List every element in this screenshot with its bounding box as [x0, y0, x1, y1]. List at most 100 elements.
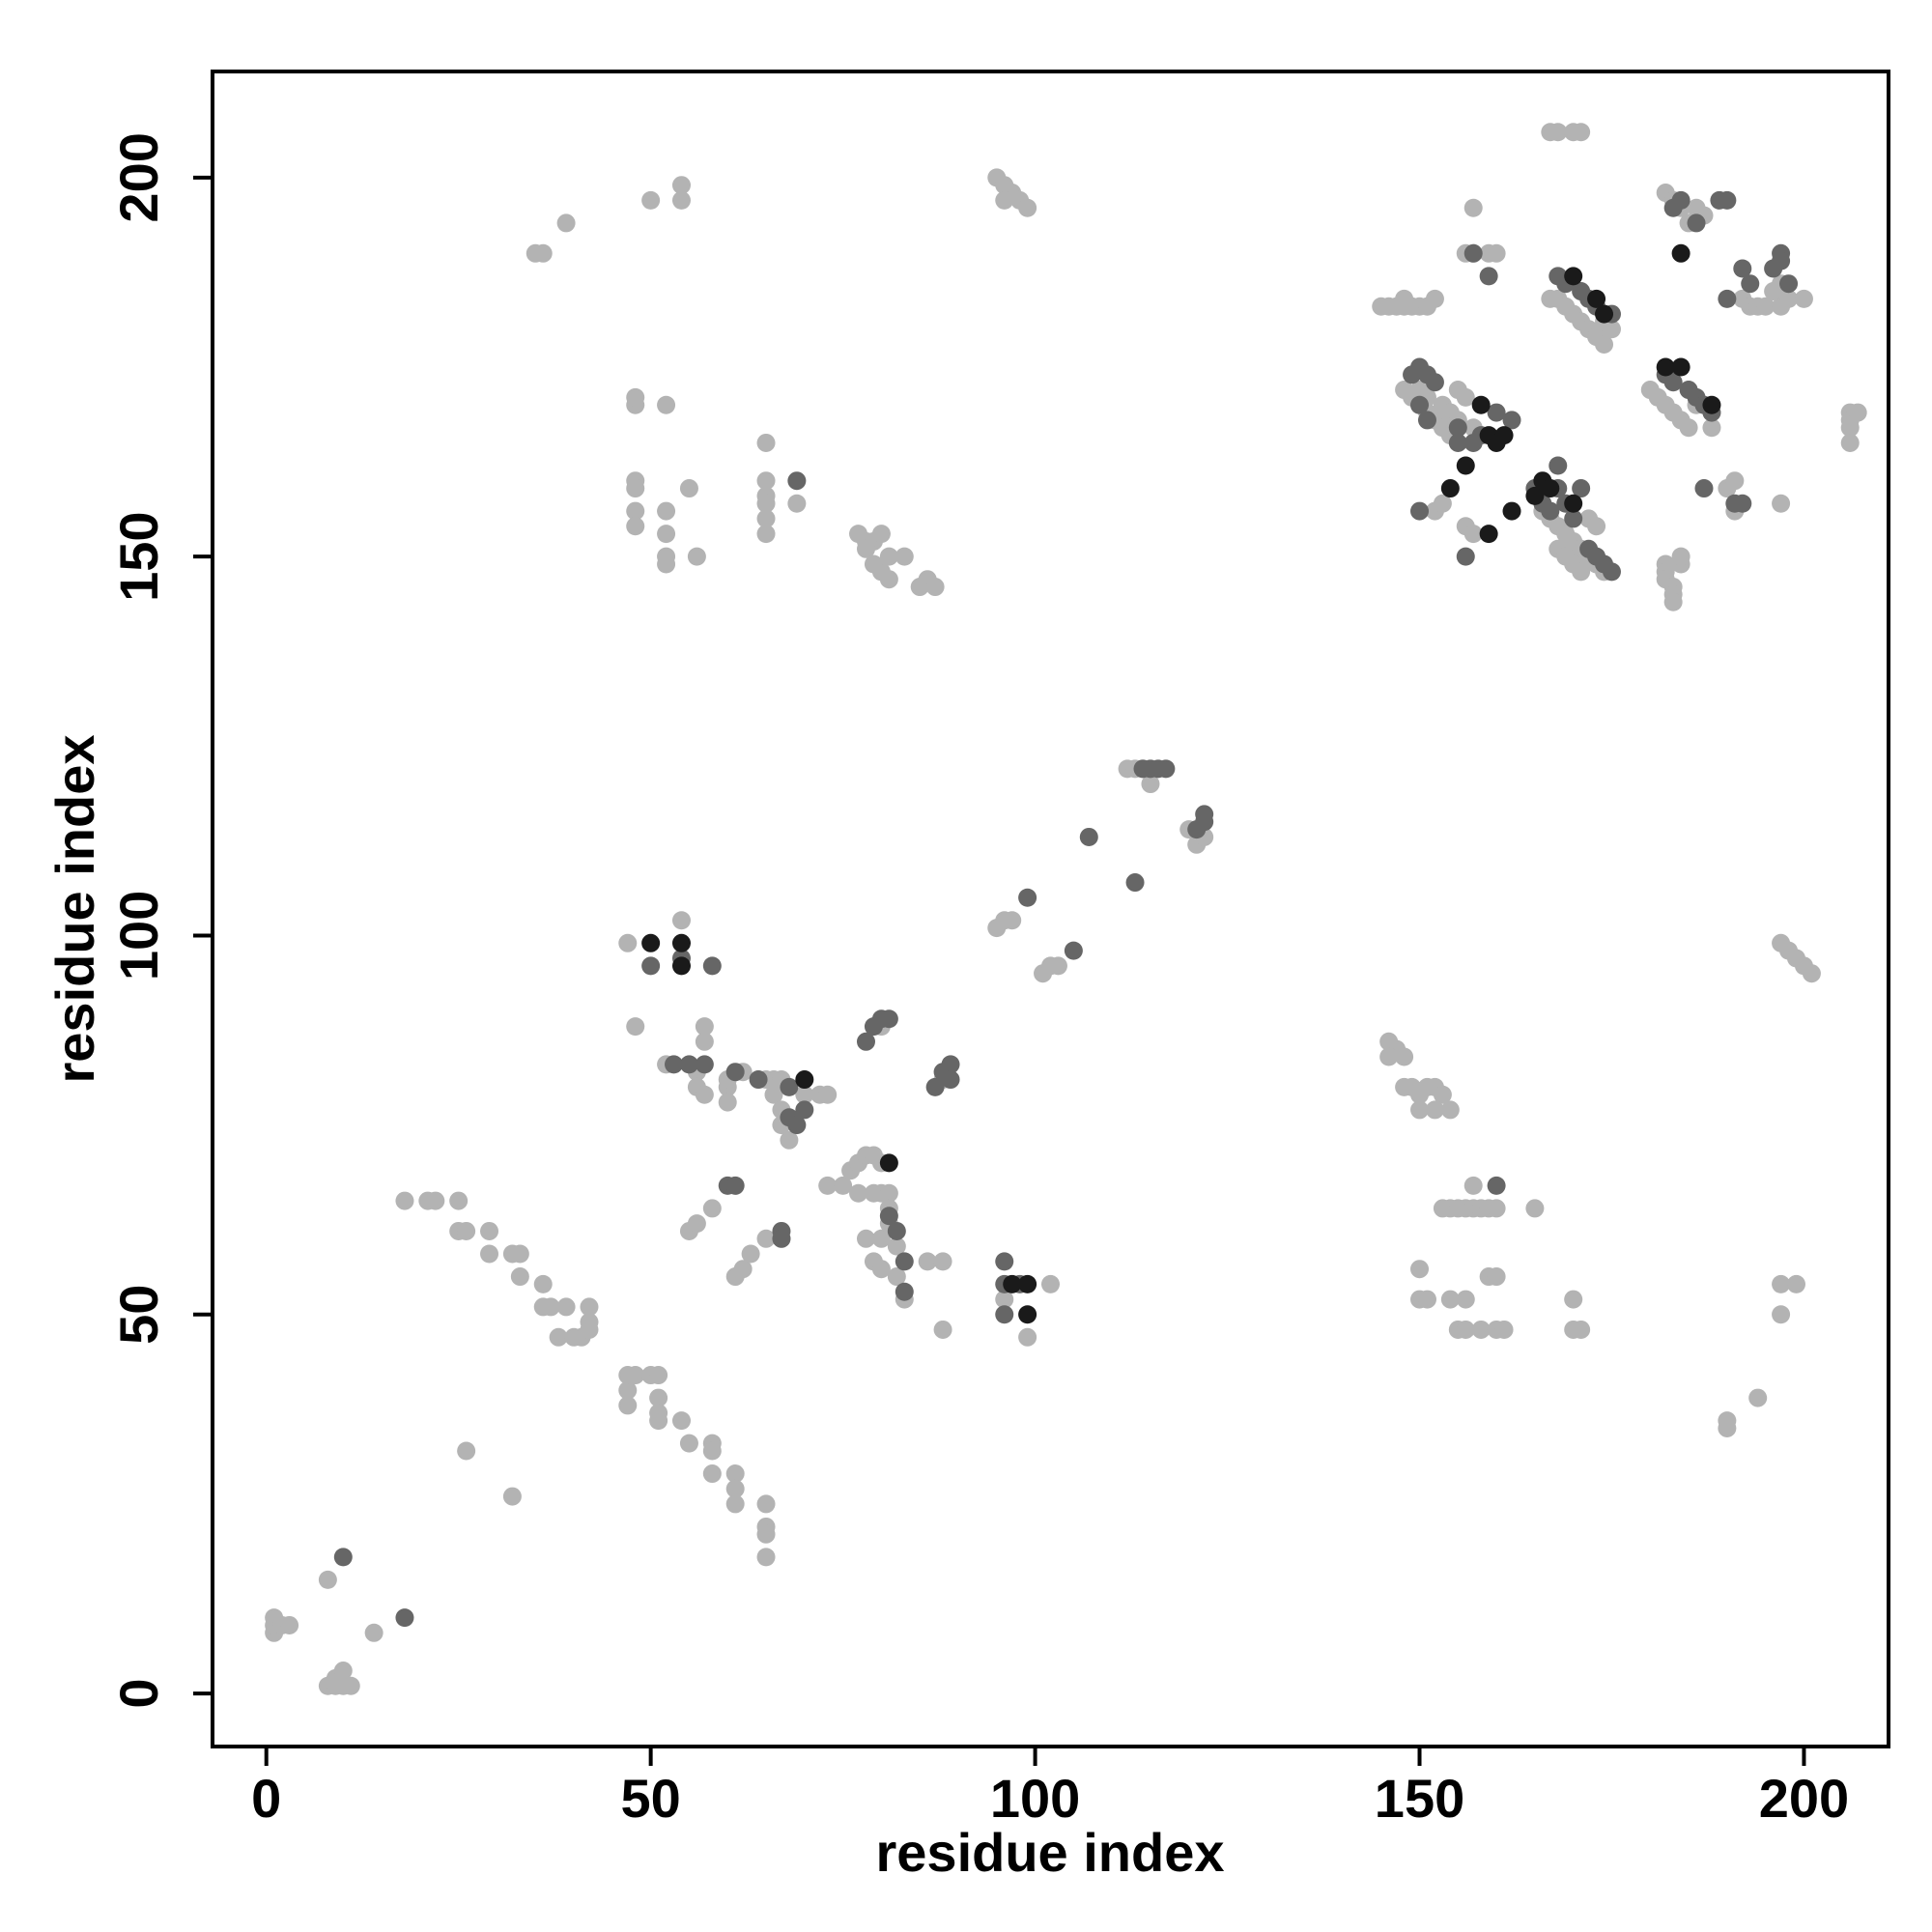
- contact-point: [756, 494, 776, 513]
- contact-point: [695, 1055, 714, 1074]
- contact-point: [864, 554, 883, 574]
- contact-point: [687, 1214, 706, 1234]
- contact-point: [741, 1244, 760, 1264]
- contact-point: [1663, 592, 1683, 611]
- contact-point: [1548, 456, 1568, 475]
- contact-point: [795, 1085, 814, 1104]
- contact-point: [671, 1411, 691, 1431]
- contact-point: [1379, 1047, 1399, 1066]
- contact-point: [887, 1267, 906, 1287]
- x-tick-label: 100: [990, 1768, 1080, 1829]
- contact-point: [626, 517, 645, 536]
- contact-point: [318, 1570, 337, 1589]
- contact-point: [1694, 479, 1714, 498]
- contact-point: [1487, 1199, 1506, 1218]
- contact-point: [879, 570, 898, 589]
- contact-point: [426, 1191, 445, 1210]
- contact-point: [1440, 479, 1460, 498]
- contact-point: [1564, 509, 1583, 528]
- contact-point: [1656, 357, 1675, 377]
- contact-point: [556, 1297, 576, 1317]
- contact-point: [618, 1380, 638, 1400]
- contact-point: [1487, 403, 1506, 422]
- plot-frame: [211, 70, 1890, 1748]
- contact-point: [1671, 190, 1690, 210]
- contact-point: [1410, 501, 1430, 521]
- contact-point: [725, 1464, 745, 1484]
- contact-point: [364, 1623, 384, 1642]
- contact-point: [1456, 547, 1475, 566]
- contact-point: [333, 1662, 353, 1681]
- contact-point: [618, 1396, 638, 1415]
- contact-point: [541, 1297, 560, 1317]
- y-tick-label: 150: [108, 511, 169, 601]
- contact-point: [510, 1267, 529, 1287]
- contact-point: [1786, 1274, 1805, 1293]
- contact-point: [510, 1244, 529, 1264]
- contact-point: [879, 1207, 898, 1226]
- contact-point: [895, 1282, 914, 1301]
- contact-point: [1417, 1290, 1436, 1309]
- contact-point: [1671, 243, 1690, 263]
- contact-point: [626, 1366, 645, 1385]
- contact-point: [533, 243, 553, 263]
- contact-point: [1733, 494, 1752, 513]
- contact-point: [671, 911, 691, 930]
- contact-point: [764, 1085, 783, 1104]
- contact-point: [702, 1464, 722, 1484]
- contact-point: [1779, 289, 1799, 308]
- contact-point: [671, 956, 691, 976]
- contact-point: [1718, 190, 1737, 210]
- contact-point: [1687, 213, 1706, 233]
- contact-point: [480, 1221, 499, 1240]
- contact-point: [756, 1494, 776, 1514]
- y-tick-label: 200: [108, 132, 169, 222]
- contact-point: [856, 539, 875, 558]
- contact-point: [1671, 357, 1690, 377]
- contact-point: [780, 1077, 799, 1096]
- contact-point: [580, 1320, 599, 1339]
- contact-point: [718, 1093, 737, 1112]
- contact-point: [671, 190, 691, 210]
- contact-point: [657, 501, 676, 521]
- contact-point: [1564, 1290, 1583, 1309]
- contact-point: [1525, 486, 1545, 505]
- contact-point: [995, 1305, 1014, 1324]
- contact-point: [725, 1176, 745, 1195]
- x-tick-label: 200: [1759, 1768, 1849, 1829]
- contact-point: [695, 1032, 714, 1051]
- contact-point: [1741, 274, 1760, 294]
- contact-point: [856, 1032, 875, 1051]
- y-tick-label: 0: [108, 1678, 169, 1708]
- contact-point: [457, 1221, 476, 1240]
- contact-point: [856, 1229, 875, 1248]
- contact-point: [1018, 198, 1037, 217]
- contact-point: [1018, 888, 1037, 907]
- contact-point: [895, 547, 914, 566]
- contact-point: [995, 1290, 1014, 1309]
- contact-point: [1479, 525, 1498, 544]
- axes: 0 50 100 150 200 0 50 100 150 200: [108, 132, 1849, 1829]
- contact-point: [1425, 1100, 1444, 1120]
- contact-point: [1410, 1260, 1430, 1279]
- contact-point: [449, 1191, 469, 1210]
- y-tick-label: 50: [108, 1285, 169, 1345]
- contact-point: [1548, 123, 1568, 142]
- contact-point: [626, 1017, 645, 1037]
- contact-point: [772, 1229, 791, 1248]
- contact-point: [725, 1494, 745, 1514]
- contact-point: [549, 1327, 568, 1347]
- contact-point: [1718, 289, 1737, 308]
- contact-point: [995, 1252, 1014, 1271]
- contact-point: [1141, 775, 1160, 794]
- contact-point: [1395, 289, 1414, 308]
- contact-point: [671, 176, 691, 195]
- contact-point: [1525, 1199, 1545, 1218]
- contact-point: [756, 1229, 776, 1248]
- contact-point: [1417, 411, 1436, 430]
- x-axis-title: residue index: [875, 1822, 1224, 1883]
- contact-point: [657, 525, 676, 544]
- contact-point: [641, 190, 661, 210]
